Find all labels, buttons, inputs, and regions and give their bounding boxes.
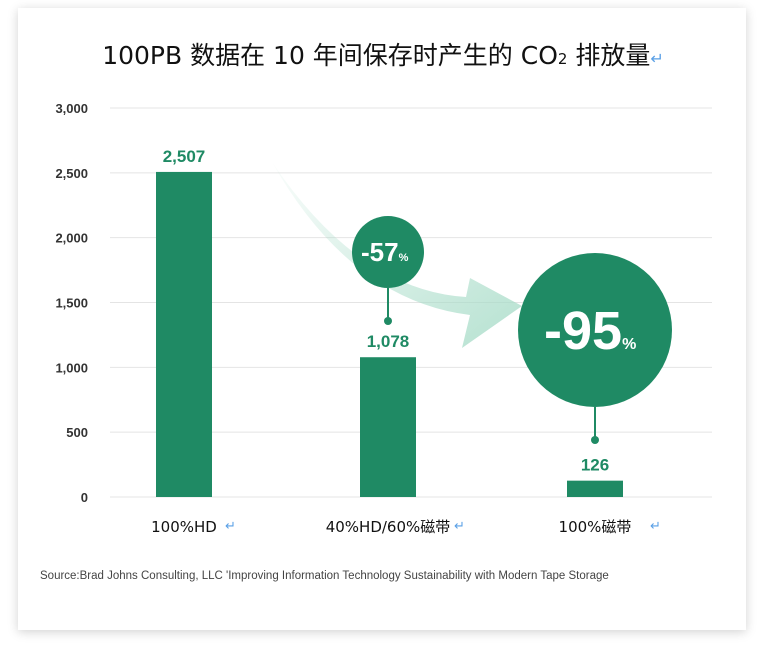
- annotation-dot: [384, 317, 392, 325]
- bar-value-label: 126: [581, 456, 609, 475]
- bar-value-label: 1,078: [367, 332, 410, 351]
- return-mark-icon: ↵: [650, 49, 664, 68]
- bar: [156, 171, 212, 497]
- bar-value-label: 2,507: [163, 147, 206, 166]
- bar: [360, 357, 416, 497]
- reduction-circle: [518, 253, 672, 407]
- y-tick-label: 1,000: [55, 360, 88, 375]
- x-tick-label: 100%HD: [151, 518, 217, 536]
- y-tick-label: 0: [81, 490, 88, 505]
- title-subscript: 2: [557, 50, 568, 68]
- bar: [567, 480, 623, 497]
- y-tick-label: 3,000: [55, 101, 88, 116]
- reduction-label: -95%: [544, 301, 636, 361]
- return-mark-icon: ↵: [454, 519, 465, 534]
- x-tick-label: 100%磁带: [559, 518, 632, 536]
- reduction-arrow: [272, 162, 522, 348]
- x-tick-label: 40%HD/60%磁带: [326, 518, 451, 536]
- return-mark-icon: ↵: [650, 519, 661, 534]
- y-tick-label: 2,500: [55, 166, 88, 181]
- chart-title: 100PB 数据在 10 年间保存时产生的 CO2 排放量↵: [0, 36, 766, 72]
- title-main: 100PB 数据在 10 年间保存时产生的 CO: [102, 41, 558, 70]
- annotation-dot: [591, 436, 599, 444]
- y-tick-label: 1,500: [55, 296, 88, 311]
- return-mark-icon: ↵: [225, 519, 236, 534]
- title-tail: 排放量: [567, 41, 651, 70]
- reduction-label: -57%: [361, 237, 409, 267]
- source-note: Source:Brad Johns Consulting, LLC 'Impro…: [40, 570, 609, 582]
- reduction-circle: [352, 216, 424, 288]
- y-tick-label: 500: [66, 425, 88, 440]
- y-tick-label: 2,000: [55, 231, 88, 246]
